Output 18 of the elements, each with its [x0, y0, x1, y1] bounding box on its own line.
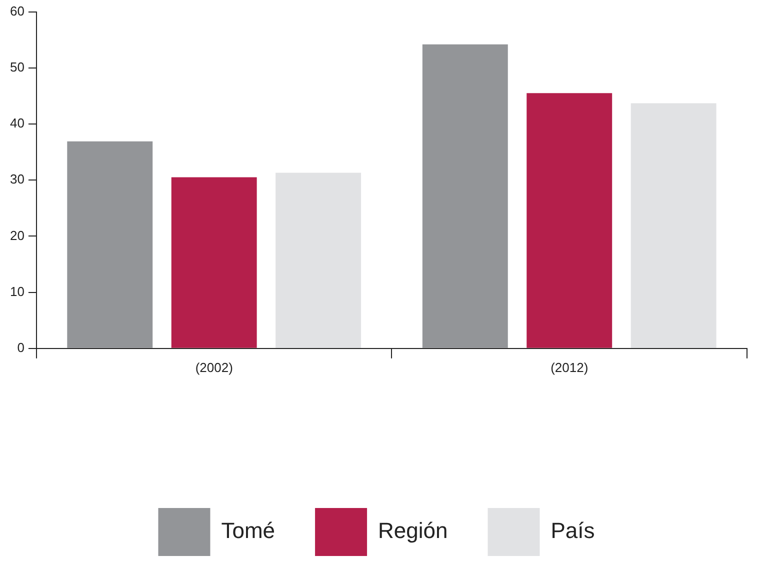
bar	[422, 44, 508, 348]
y-tick-label: 60	[10, 3, 24, 18]
legend-label: Región	[378, 518, 448, 544]
y-tick-label: 50	[10, 59, 24, 74]
x-tick-label: (2012)	[550, 360, 588, 375]
bar	[171, 177, 257, 348]
bar	[67, 141, 153, 348]
bar	[630, 103, 716, 348]
y-tick-label: 40	[10, 116, 24, 131]
legend-label: Tomé	[221, 518, 276, 544]
y-tick-label: 0	[17, 340, 24, 355]
bar	[526, 93, 612, 348]
y-tick-label: 20	[10, 228, 24, 243]
x-tick-label: (2002)	[195, 360, 233, 375]
y-tick-label: 10	[10, 284, 24, 299]
bar	[276, 172, 362, 348]
y-tick-label: 30	[10, 172, 24, 187]
legend-label: País	[550, 518, 595, 544]
